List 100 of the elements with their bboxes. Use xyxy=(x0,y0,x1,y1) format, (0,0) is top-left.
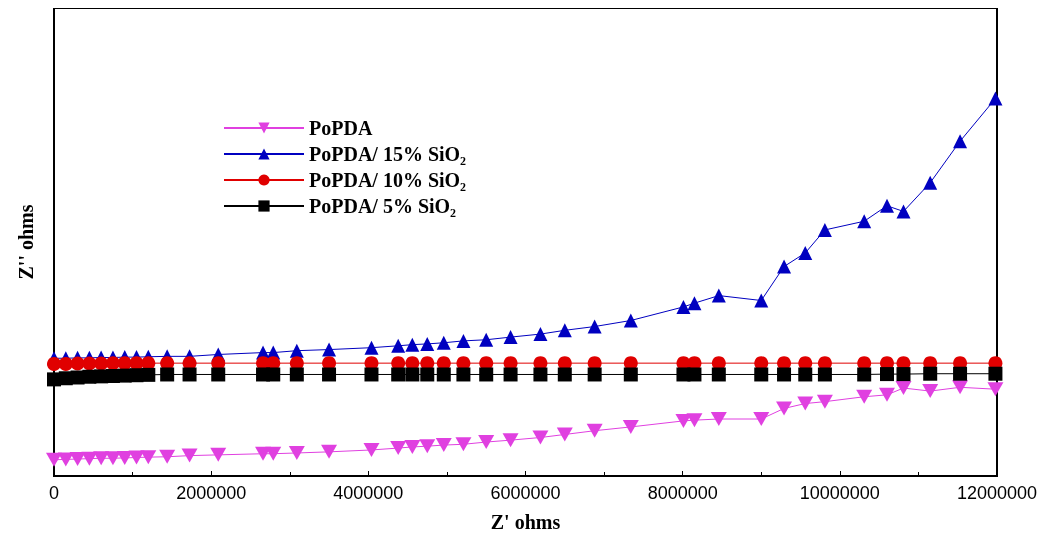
point xyxy=(93,451,110,466)
point xyxy=(798,367,813,382)
point xyxy=(420,367,435,382)
point xyxy=(533,327,548,342)
point xyxy=(503,330,518,345)
x-axis-title: Z' ohms xyxy=(490,511,561,533)
point xyxy=(435,438,452,453)
legend-label: PoPDA/ 5% SiO₂ xyxy=(309,195,457,217)
x-tick-label: 8000000 xyxy=(647,483,718,503)
point xyxy=(896,204,911,219)
point xyxy=(390,441,407,456)
point xyxy=(141,367,156,382)
point xyxy=(405,337,420,352)
point xyxy=(857,214,872,229)
point xyxy=(879,198,894,213)
point xyxy=(57,452,74,467)
point xyxy=(116,450,133,465)
point xyxy=(364,367,379,382)
legend-label: PoPDA/ 10% SiO₂ xyxy=(309,169,467,191)
point xyxy=(686,413,703,428)
point xyxy=(687,296,702,311)
point xyxy=(289,367,304,382)
point xyxy=(478,435,495,450)
legend-label: PoPDA/ 15% SiO₂ xyxy=(309,143,467,165)
point xyxy=(404,439,421,454)
point xyxy=(391,367,406,382)
point xyxy=(753,412,770,427)
point xyxy=(711,367,726,382)
point xyxy=(817,222,832,237)
point xyxy=(857,367,872,382)
point xyxy=(503,367,518,382)
point xyxy=(816,394,833,409)
point xyxy=(420,336,435,351)
point xyxy=(923,175,938,190)
point xyxy=(210,447,227,462)
point xyxy=(436,335,451,350)
legend-label: PoPDA xyxy=(309,117,373,139)
point xyxy=(391,338,406,353)
point xyxy=(777,259,792,274)
point xyxy=(923,366,938,381)
point xyxy=(557,323,572,338)
point xyxy=(587,367,602,382)
x-tick-label: 12000000 xyxy=(956,483,1038,503)
point xyxy=(363,442,380,457)
point xyxy=(895,381,912,396)
point xyxy=(181,448,198,463)
point xyxy=(896,367,911,382)
point xyxy=(502,433,519,448)
point xyxy=(321,444,338,459)
point xyxy=(436,367,451,382)
point xyxy=(69,452,86,467)
point xyxy=(557,367,572,382)
point xyxy=(455,437,472,452)
point xyxy=(47,356,61,371)
point xyxy=(777,367,792,382)
point xyxy=(798,245,813,260)
point xyxy=(676,299,691,314)
point xyxy=(82,356,97,371)
point xyxy=(797,396,814,411)
point xyxy=(988,91,1003,106)
x-tick-label: 2000000 xyxy=(176,483,247,503)
point xyxy=(140,450,157,465)
point xyxy=(623,367,638,382)
point xyxy=(533,367,548,382)
point xyxy=(479,332,494,347)
point xyxy=(104,451,121,466)
point xyxy=(817,367,832,382)
point xyxy=(364,340,379,355)
point xyxy=(711,288,726,303)
point xyxy=(322,342,337,357)
point xyxy=(623,313,638,328)
point xyxy=(160,367,175,382)
point xyxy=(288,445,305,460)
point xyxy=(587,319,602,334)
point xyxy=(266,367,281,382)
point xyxy=(46,452,62,467)
point xyxy=(479,367,494,382)
point xyxy=(687,367,702,382)
point xyxy=(159,449,176,464)
point xyxy=(58,356,73,371)
point xyxy=(922,384,939,399)
point xyxy=(856,389,873,404)
point xyxy=(953,366,968,381)
x-tick-label: 4000000 xyxy=(333,483,404,503)
y-axis-title: Z'' ohms xyxy=(15,204,37,280)
point xyxy=(456,367,471,382)
point xyxy=(879,367,894,382)
point xyxy=(953,134,968,149)
x-tick-label: 0 xyxy=(48,483,60,503)
point xyxy=(182,367,197,382)
point xyxy=(754,367,769,382)
point xyxy=(952,380,969,395)
point xyxy=(586,423,603,438)
point xyxy=(532,430,549,445)
point xyxy=(988,366,1003,381)
point xyxy=(622,419,639,434)
point xyxy=(211,367,226,382)
point xyxy=(710,412,727,427)
point xyxy=(987,382,1004,397)
point xyxy=(322,367,337,382)
